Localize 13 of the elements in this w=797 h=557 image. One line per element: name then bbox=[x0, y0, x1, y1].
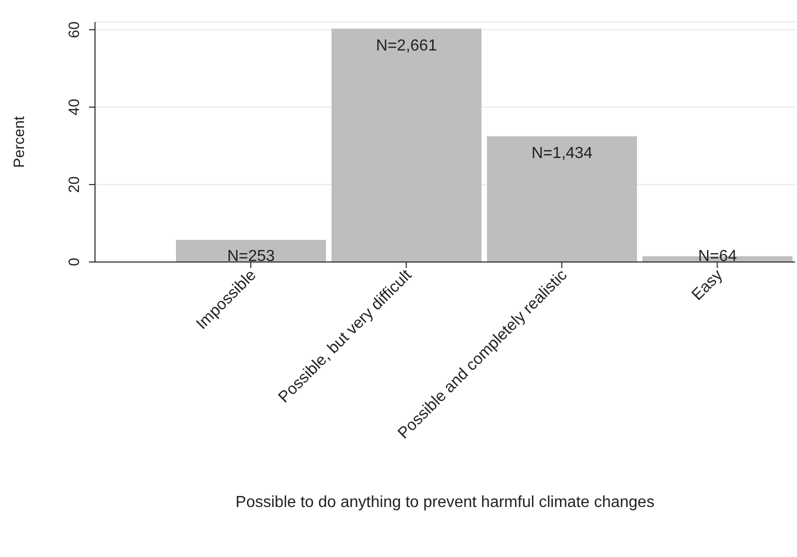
bar bbox=[487, 136, 637, 262]
y-tick-label: 60 bbox=[66, 21, 83, 38]
bar bbox=[332, 28, 482, 262]
annotation: N=1,434 bbox=[532, 145, 593, 162]
x-axis-title: Possible to do anything to prevent harmful climate changes bbox=[236, 494, 654, 511]
y-axis-title: Percent bbox=[11, 115, 28, 168]
bar bbox=[176, 240, 326, 262]
y-tick-label: 20 bbox=[66, 176, 83, 193]
annotation: N=253 bbox=[227, 248, 275, 265]
y-tick-label: 40 bbox=[66, 98, 83, 116]
y-tick-label: 0 bbox=[66, 258, 83, 266]
annotation: N=2,661 bbox=[376, 38, 438, 55]
annotation: N=64 bbox=[698, 248, 737, 265]
